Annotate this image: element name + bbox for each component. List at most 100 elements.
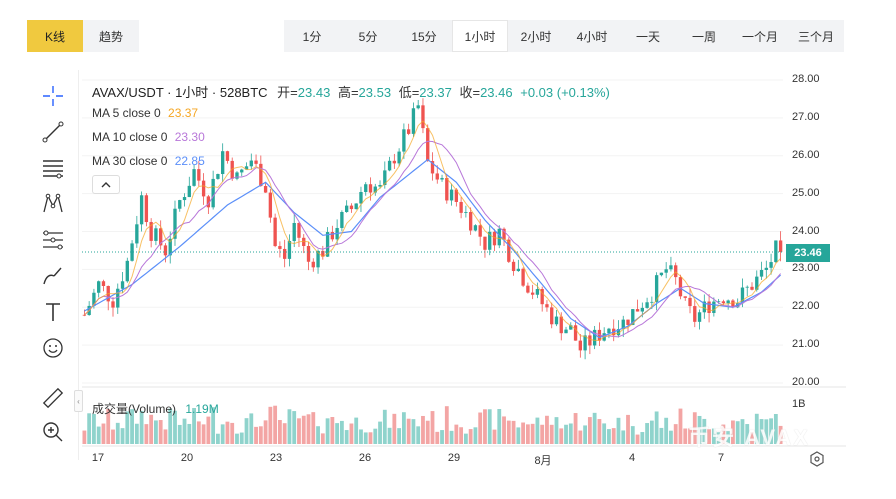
- volume-bar: [282, 423, 287, 444]
- timeframe-2h[interactable]: 2小时: [520, 29, 552, 44]
- volume-bar: [487, 409, 492, 444]
- volume-bar: [664, 417, 669, 444]
- ma30-value: 22.85: [174, 154, 205, 168]
- candle-body: [573, 325, 578, 341]
- volume-bar: [168, 408, 173, 444]
- y-tick-label: 28.00: [792, 73, 820, 85]
- ruler-icon[interactable]: [39, 384, 67, 412]
- candle-body: [235, 172, 239, 179]
- volume-bar: [444, 406, 449, 444]
- volume-bar: [645, 423, 649, 444]
- volume-bar: [106, 408, 111, 444]
- volume-bar: [602, 423, 607, 444]
- volume-bar: [635, 434, 640, 444]
- volume-bar: [411, 419, 416, 444]
- volume-bar: [654, 411, 659, 444]
- candle-body: [449, 189, 454, 201]
- tab-kline[interactable]: K线: [27, 20, 83, 52]
- timeframe-1h[interactable]: 1小时: [452, 20, 508, 52]
- volume-bar: [373, 428, 378, 444]
- volume-bar: [621, 430, 626, 444]
- crosshair-icon[interactable]: [39, 82, 67, 110]
- candle-body: [545, 304, 549, 308]
- settings-icon[interactable]: [809, 451, 825, 467]
- volume-bar: [125, 411, 130, 444]
- text-icon[interactable]: [39, 298, 67, 326]
- x-tick-label: 8月: [534, 455, 552, 467]
- candle-body: [626, 319, 630, 325]
- trendline-icon[interactable]: [39, 118, 67, 146]
- volume-bar: [220, 424, 225, 444]
- timeframe-15m[interactable]: 15分: [411, 29, 437, 44]
- volume-bar: [325, 418, 330, 444]
- scroll-left-handle[interactable]: ‹: [74, 390, 83, 412]
- horizontal-lines-icon[interactable]: [39, 154, 67, 182]
- timeframe-1m[interactable]: 1分: [302, 29, 322, 44]
- candle-body: [678, 277, 683, 297]
- candle-body: [559, 316, 563, 334]
- pattern-icon[interactable]: [39, 190, 67, 218]
- candle-body: [616, 329, 621, 336]
- candle-body: [564, 329, 568, 334]
- volume-bar: [301, 415, 306, 444]
- timeframe-1d[interactable]: 一天: [635, 29, 660, 44]
- timeframe-1mo[interactable]: 一个月: [741, 29, 778, 44]
- candle-body: [464, 212, 468, 213]
- candle-body: [697, 312, 702, 322]
- timeframe-5m[interactable]: 5分: [358, 29, 378, 44]
- candle-body: [707, 301, 711, 313]
- candle-body: [769, 262, 773, 268]
- volume-bar: [363, 432, 368, 444]
- timeframe-3mo[interactable]: 三个月: [797, 29, 834, 44]
- collapse-legend-button[interactable]: [92, 175, 120, 194]
- view-tabs: K线 趋势: [27, 20, 139, 52]
- ohlc-legend: AVAX/USDT · 1小时 · 528BTC 开=23.43 高=23.53…: [92, 82, 610, 101]
- candle-body: [631, 309, 635, 325]
- volume-bar: [130, 409, 134, 444]
- candle-body: [92, 292, 96, 306]
- timeframe-1w[interactable]: 一周: [691, 29, 716, 44]
- candle-body: [263, 186, 268, 193]
- fib-icon[interactable]: [39, 226, 67, 254]
- x-tick-label: 29: [447, 452, 461, 464]
- brush-icon[interactable]: [39, 262, 67, 290]
- volume-bar: [683, 428, 688, 444]
- volume-bar: [144, 424, 149, 444]
- candle-body: [159, 228, 163, 246]
- candle-body: [82, 314, 87, 316]
- volume-bar: [92, 413, 96, 444]
- volume-bar: [535, 417, 540, 444]
- candle-body: [135, 224, 139, 244]
- timeframe-bar: 1分 5分 15分 1小时 2小时 4小时 一天 一周 一个月 三个月: [284, 20, 844, 52]
- low-label: 低=: [398, 85, 420, 100]
- volume-bar: [630, 426, 635, 444]
- volume-bar: [597, 419, 602, 444]
- y-tick-label: 24.00: [792, 224, 820, 237]
- volume-bar: [206, 416, 211, 444]
- volume-bar: [764, 419, 769, 444]
- candle-body: [683, 296, 687, 298]
- volume-bar: [335, 423, 340, 444]
- volume-bar: [769, 418, 773, 444]
- volume-bar: [454, 424, 459, 444]
- candle-body: [688, 297, 692, 307]
- candle-body: [144, 195, 149, 223]
- candle-body: [206, 196, 211, 208]
- candle-body: [535, 289, 540, 295]
- emoji-icon[interactable]: [39, 334, 67, 362]
- close-label: 收=: [459, 85, 481, 100]
- candle-body: [254, 160, 258, 164]
- volume-bar: [249, 413, 254, 444]
- volume-bar: [459, 427, 464, 444]
- tab-trend[interactable]: 趋势: [83, 20, 139, 52]
- candle-body: [321, 250, 325, 257]
- zoom-in-icon[interactable]: [39, 418, 67, 446]
- ma5-line: [84, 120, 781, 341]
- timeframe-4h[interactable]: 4小时: [576, 29, 608, 44]
- volume-bar: [521, 422, 526, 444]
- ma10-label: MA 10 close 0: [92, 130, 168, 144]
- volume-bar: [583, 425, 588, 444]
- volume-bar: [511, 420, 516, 444]
